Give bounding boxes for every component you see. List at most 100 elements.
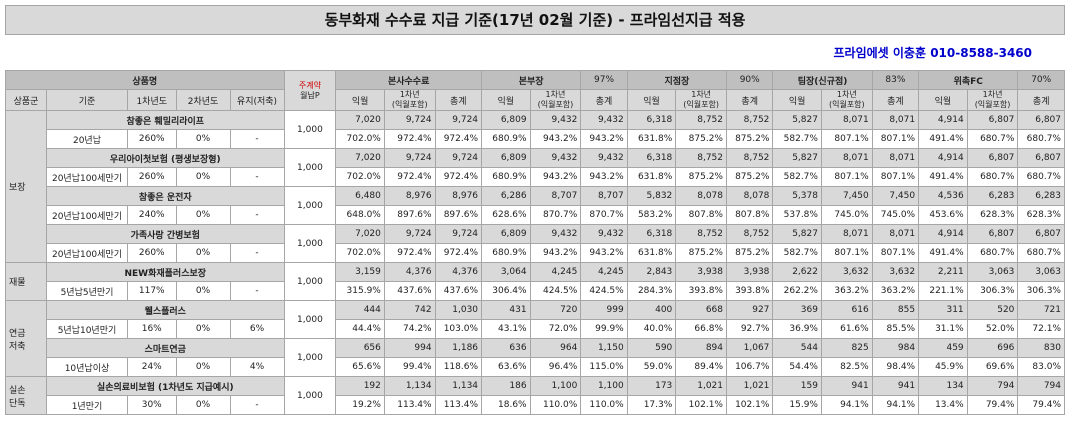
- rate-cell: 52.0%: [966, 319, 1019, 339]
- amount-cell: 8,071: [871, 148, 920, 168]
- monthly-premium: 1,000: [283, 300, 337, 339]
- rate-cell: 680.7%: [966, 167, 1019, 187]
- condition-cell: 0%: [175, 129, 231, 149]
- amount-cell: 4,914: [918, 148, 968, 168]
- rate-cell: 36.9%: [772, 319, 822, 339]
- category-cell: 연금 저축: [4, 300, 48, 377]
- rate-cell: 491.4%: [918, 167, 968, 187]
- rate-cell: 363.2%: [820, 281, 873, 301]
- monthly-premium: 1,000: [283, 262, 337, 301]
- amount-cell: 3,938: [675, 262, 727, 282]
- rate-cell: 82.5%: [820, 357, 873, 377]
- amount-cell: 544: [772, 338, 822, 358]
- amount-cell: 3,064: [481, 262, 531, 282]
- subheader-3: 2차년도: [175, 89, 231, 111]
- subheader-4: 유지(저축): [229, 89, 285, 111]
- amount-cell: 8,071: [820, 110, 873, 130]
- amount-cell: 984: [871, 338, 920, 358]
- col-first-year-a: 1차년: [691, 90, 712, 100]
- amount-cell: 9,432: [580, 224, 628, 244]
- product-name-header: 상품명: [5, 70, 285, 90]
- amount-cell: 6,318: [626, 224, 677, 244]
- amount-cell: 2,622: [772, 262, 822, 282]
- rate-cell: 807.8%: [675, 205, 727, 225]
- amount-cell: 590: [626, 338, 677, 358]
- rate-cell: 19.2%: [335, 395, 385, 415]
- condition-cell: 4%: [229, 357, 285, 377]
- rate-cell: 306.3%: [1017, 281, 1065, 301]
- rate-cell: 807.1%: [871, 243, 920, 263]
- amount-cell: 2,211: [918, 262, 968, 282]
- rate-cell: 491.4%: [918, 243, 968, 263]
- rate-cell: 437.6%: [383, 281, 436, 301]
- amount-cell: 9,432: [529, 148, 582, 168]
- subheader-0: 상품군: [4, 89, 48, 111]
- amount-cell: 6,809: [481, 224, 531, 244]
- col-first-year: 1차년 (익월포함): [966, 89, 1019, 111]
- col-next-month: 익월: [772, 89, 822, 111]
- amount-cell: 8,707: [580, 186, 628, 206]
- category-cell: 재물: [4, 262, 48, 301]
- col-first-year-a: 1차년: [836, 90, 857, 100]
- amount-cell: 6,807: [966, 224, 1019, 244]
- rate-cell: 424.5%: [529, 281, 582, 301]
- amount-cell: 9,432: [529, 224, 582, 244]
- rate-cell: 631.8%: [626, 129, 677, 149]
- amount-cell: 4,536: [918, 186, 968, 206]
- condition-cell: 0%: [175, 281, 231, 301]
- amount-cell: 192: [335, 376, 385, 396]
- rate-cell: 875.2%: [725, 243, 774, 263]
- col-next-month: 익월: [481, 89, 531, 111]
- rate-cell: 102.1%: [725, 395, 774, 415]
- amount-cell: 830: [1017, 338, 1065, 358]
- amount-cell: 400: [626, 300, 677, 320]
- rate-cell: 943.2%: [529, 129, 582, 149]
- condition-cell: 20년납: [46, 129, 128, 149]
- rate-cell: 702.0%: [335, 129, 385, 149]
- rate-cell: 631.8%: [626, 243, 677, 263]
- product-name: 스마트연금: [46, 338, 285, 358]
- condition-cell: 240%: [126, 205, 177, 225]
- col-first-year-b: (익월포함): [537, 100, 574, 109]
- amount-cell: 668: [675, 300, 727, 320]
- amount-cell: 4,245: [580, 262, 628, 282]
- rate-cell: 702.0%: [335, 243, 385, 263]
- amount-cell: 927: [725, 300, 774, 320]
- col-next-month: 익월: [918, 89, 968, 111]
- condition-cell: 0%: [175, 319, 231, 339]
- amount-cell: 1,100: [580, 376, 628, 396]
- amount-cell: 825: [820, 338, 873, 358]
- product-name: 참좋은 훼밀리라이프: [46, 110, 285, 130]
- rate-cell: 315.9%: [335, 281, 385, 301]
- col-next-month: 익월: [626, 89, 677, 111]
- amount-cell: 6,807: [966, 110, 1019, 130]
- rate-cell: 18.6%: [481, 395, 531, 415]
- condition-cell: 5년납10년만기: [46, 319, 128, 339]
- monthly-premium-header: 주계약 월납P: [283, 70, 337, 111]
- amount-cell: 6,480: [335, 186, 385, 206]
- col-total: 총계: [1017, 89, 1065, 111]
- rate-cell: 972.4%: [383, 129, 436, 149]
- rate-cell: 99.4%: [383, 357, 436, 377]
- rate-cell: 680.7%: [1017, 129, 1065, 149]
- amount-cell: 6,318: [626, 148, 677, 168]
- col-total: 총계: [580, 89, 628, 111]
- amount-cell: 8,078: [675, 186, 727, 206]
- amount-cell: 2,843: [626, 262, 677, 282]
- rate-cell: 972.4%: [383, 243, 436, 263]
- rate-cell: 45.9%: [918, 357, 968, 377]
- rate-cell: 680.7%: [1017, 243, 1065, 263]
- rate-cell: 897.6%: [434, 205, 483, 225]
- group-division: 본부장: [481, 70, 582, 90]
- rate-cell: 393.8%: [725, 281, 774, 301]
- amount-cell: 8,071: [820, 224, 873, 244]
- group-division-pct: 97%: [580, 70, 628, 90]
- rate-cell: 680.7%: [1017, 167, 1065, 187]
- condition-cell: 1년만기: [46, 395, 128, 415]
- amount-cell: 964: [529, 338, 582, 358]
- col-first-year-b: (익월포함): [683, 100, 719, 109]
- condition-cell: 0%: [175, 357, 231, 377]
- rate-cell: 628.3%: [1017, 205, 1065, 225]
- rate-cell: 94.1%: [820, 395, 873, 415]
- amount-cell: 9,724: [383, 224, 436, 244]
